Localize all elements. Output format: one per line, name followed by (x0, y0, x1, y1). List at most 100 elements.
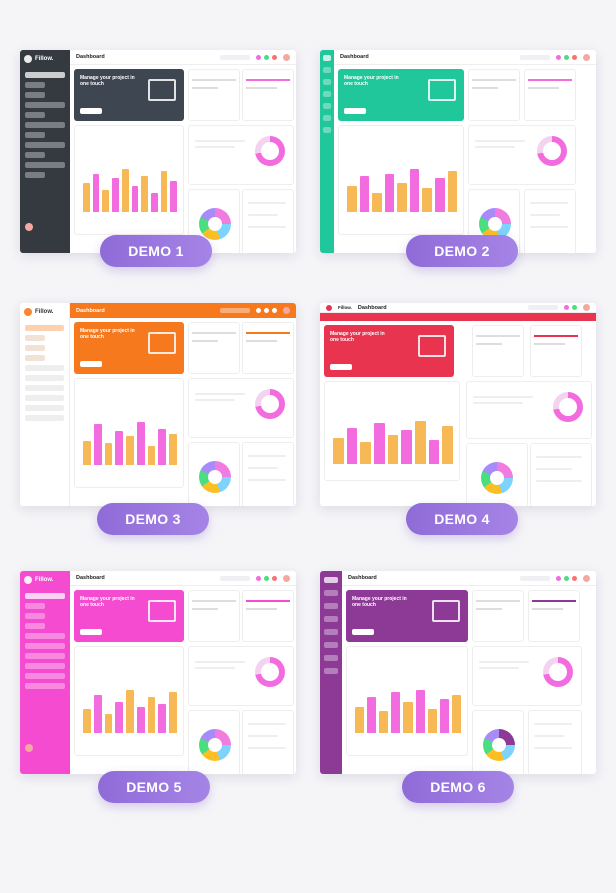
demo-1-preview[interactable]: Fillow. Dashboard Manage your project in… (20, 50, 296, 253)
search-input[interactable] (220, 54, 250, 60)
bell-icon[interactable] (256, 308, 261, 313)
demo-2-preview[interactable]: Dashboard Manage your project in one tou… (320, 50, 596, 253)
sidebar-item[interactable] (25, 673, 65, 679)
bell-icon[interactable] (564, 305, 569, 310)
message-icon[interactable] (564, 54, 569, 60)
sidebar-item[interactable] (324, 642, 338, 648)
sidebar-item[interactable] (25, 355, 45, 361)
try-free-button[interactable] (344, 108, 366, 114)
sidebar-item[interactable] (25, 82, 45, 88)
sidebar-item[interactable] (324, 668, 338, 674)
avatar[interactable] (583, 304, 590, 311)
sidebar-item[interactable] (323, 55, 331, 61)
bell-icon[interactable] (256, 575, 261, 581)
sidebar-item[interactable] (25, 415, 64, 421)
search-input[interactable] (520, 575, 550, 581)
banner-title: Manage your project in one touch (330, 331, 385, 343)
cart-icon[interactable] (272, 575, 277, 581)
cart-icon[interactable] (272, 308, 277, 313)
sidebar-item[interactable] (324, 603, 338, 609)
sidebar-item[interactable] (25, 623, 45, 629)
sidebar-item[interactable] (324, 616, 338, 622)
sidebar-item[interactable] (25, 643, 65, 649)
sidebar-item[interactable] (25, 603, 45, 609)
bell-icon[interactable] (256, 54, 261, 60)
cart-icon[interactable] (572, 575, 577, 581)
sidebar-item[interactable] (25, 92, 45, 98)
logo-icon (326, 304, 332, 311)
topbar: Dashboard (70, 571, 296, 586)
sidebar-item[interactable] (25, 152, 45, 158)
sidebar-item[interactable] (25, 653, 65, 659)
try-free-button[interactable] (80, 108, 102, 114)
cart-icon[interactable] (272, 54, 277, 60)
demo-5-preview[interactable]: Fillow. Dashboard Manage your project in… (20, 571, 296, 774)
search-input[interactable] (220, 308, 250, 313)
sidebar-item[interactable] (324, 655, 338, 661)
sidebar-item[interactable] (25, 385, 64, 391)
sidebar-item[interactable] (25, 663, 65, 669)
sidebar-item[interactable] (25, 112, 45, 118)
cart-icon[interactable] (572, 54, 577, 60)
bell-icon[interactable] (556, 575, 561, 581)
sidebar-item[interactable] (323, 103, 331, 109)
sidebar-item[interactable] (323, 91, 331, 97)
message-icon[interactable] (264, 575, 269, 581)
sidebar-item[interactable] (25, 335, 45, 341)
demo-4-preview[interactable]: Fillow. Dashboard Manage your project in… (320, 303, 596, 506)
demo-1-label[interactable]: DEMO 1 (100, 235, 212, 267)
sidebar-item[interactable] (25, 345, 45, 351)
sidebar-item[interactable] (25, 172, 45, 178)
search-input[interactable] (220, 575, 250, 581)
sidebar-item-dashboard[interactable] (25, 72, 65, 78)
sidebar-item[interactable] (25, 122, 65, 128)
message-icon[interactable] (264, 308, 269, 313)
sidebar-item[interactable] (25, 102, 65, 108)
sidebar-item[interactable] (323, 67, 331, 73)
sidebar-item-dashboard[interactable] (25, 593, 65, 599)
sidebar-item[interactable] (25, 132, 45, 138)
try-free-button[interactable] (352, 629, 374, 635)
sidebar-item[interactable] (25, 405, 64, 411)
sidebar-item[interactable] (323, 127, 331, 133)
avatar[interactable] (583, 574, 590, 582)
message-icon[interactable] (572, 305, 577, 310)
sidebar-item[interactable] (25, 613, 45, 619)
try-free-button[interactable] (80, 629, 102, 635)
sidebar-item[interactable] (324, 590, 338, 596)
bell-icon[interactable] (556, 54, 561, 60)
demo-5-label[interactable]: DEMO 5 (98, 771, 210, 803)
message-icon[interactable] (564, 575, 569, 581)
avatar[interactable] (283, 307, 290, 314)
stat-card (242, 322, 294, 374)
sidebar-item[interactable] (25, 683, 65, 689)
sidebar-item[interactable] (25, 375, 64, 381)
search-input[interactable] (520, 54, 550, 60)
try-free-button[interactable] (80, 361, 102, 367)
demo-4-label[interactable]: DEMO 4 (406, 503, 518, 535)
sidebar-item-dashboard[interactable] (25, 325, 64, 331)
demo-2-label[interactable]: DEMO 2 (406, 235, 518, 267)
avatar[interactable] (583, 53, 590, 61)
message-icon[interactable] (264, 54, 269, 60)
sidebar-item[interactable] (25, 142, 65, 148)
try-free-button[interactable] (330, 364, 352, 370)
demo-6-label[interactable]: DEMO 6 (402, 771, 514, 803)
sidebar-item[interactable] (323, 115, 331, 121)
avatar[interactable] (283, 53, 290, 61)
demo-3-label[interactable]: DEMO 3 (97, 503, 209, 535)
horizontal-menu[interactable] (320, 313, 596, 321)
search-input[interactable] (528, 305, 558, 310)
sidebar-item[interactable] (323, 79, 331, 85)
email-categories-panel (472, 710, 524, 774)
sidebar-item[interactable] (25, 395, 64, 401)
donut-chart (483, 729, 515, 761)
sidebar-item[interactable] (25, 633, 65, 639)
sidebar-item[interactable] (324, 577, 338, 583)
sidebar-item[interactable] (25, 162, 65, 168)
demo-6-preview[interactable]: Dashboard Manage your project in one tou… (320, 571, 596, 774)
avatar[interactable] (283, 574, 290, 582)
sidebar-item[interactable] (25, 365, 64, 371)
demo-3-preview[interactable]: Fillow. Dashboard Manage your project in… (20, 303, 296, 506)
sidebar-item[interactable] (324, 629, 338, 635)
